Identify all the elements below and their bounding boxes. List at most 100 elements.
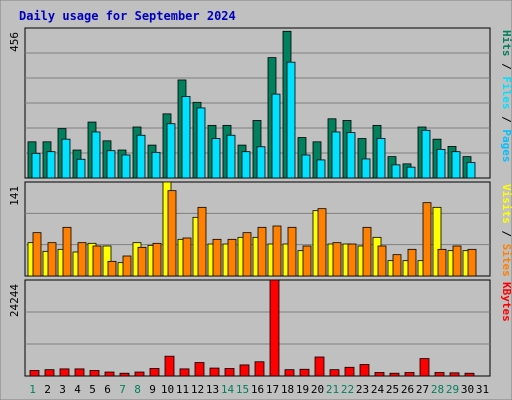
bar-files-day-20 [316,159,326,179]
x-tick-label: 15 [236,383,249,396]
bar-files-day-17 [271,93,281,179]
y-max-label: 141 [8,186,21,206]
bar-kbytes-day-12 [194,362,205,377]
bar-files-day-5 [91,131,101,179]
x-tick-label: 19 [296,383,309,396]
bar-kbytes-day-17 [269,279,280,377]
bar-sites-day-10 [167,190,177,277]
legend-visits_sites: Visits / Sites [500,184,512,277]
legend-item-sites: Sites [500,244,512,277]
chart-title: Daily usage for September 2024 [19,9,236,23]
bar-sites-day-11 [182,237,192,277]
bar-kbytes-day-22 [344,366,355,377]
x-tick-label: 10 [161,383,174,396]
legend-item-files: Files [500,76,512,109]
bar-sites-day-30 [467,248,477,277]
bar-files-day-9 [151,151,161,179]
bar-sites-day-15 [242,232,252,277]
bar-kbytes-day-8 [134,371,145,377]
bar-files-day-18 [286,61,296,179]
bar-files-day-24 [376,138,386,179]
bar-kbytes-day-16 [254,361,265,377]
bar-sites-day-23 [362,226,372,277]
bar-kbytes-day-2 [44,369,55,377]
bar-sites-day-3 [62,226,72,277]
bar-files-day-13 [211,138,221,179]
bar-sites-day-14 [227,238,237,277]
bar-files-day-15 [241,151,251,179]
bar-sites-day-4 [77,242,87,277]
bar-sites-day-20 [317,208,327,277]
bar-sites-day-9 [152,242,162,277]
plot-area [24,279,491,377]
bar-kbytes-day-13 [209,367,220,377]
x-tick-label: 22 [341,383,354,396]
x-tick-label: 30 [461,383,474,396]
bar-sites-day-6 [107,260,117,277]
bar-files-day-29 [451,151,461,179]
bar-sites-day-28 [437,248,447,277]
bar-files-day-26 [406,166,416,179]
x-tick-label: 7 [119,383,126,396]
panel-hits_pages: 456 Hits / Files / Pages [8,27,512,179]
x-tick-label: 14 [221,383,235,396]
legend-separator: / [500,224,512,244]
x-tick-label: 1 [29,383,36,396]
bar-kbytes-day-14 [224,368,235,377]
bar-kbytes-day-3 [59,368,70,377]
bar-kbytes-day-4 [74,368,85,377]
bar-files-day-21 [331,131,341,179]
bar-files-day-23 [361,158,371,179]
bar-files-day-16 [256,146,266,179]
bar-sites-day-26 [407,248,417,277]
x-tick-label: 17 [266,383,279,396]
x-tick-label: 27 [416,383,429,396]
bar-kbytes-day-27 [419,358,430,377]
x-tick-label: 26 [401,383,414,396]
bar-files-day-30 [466,162,476,179]
bar-files-day-25 [391,164,401,179]
bar-files-day-11 [181,96,191,179]
bar-files-day-14 [226,134,236,179]
x-tick-label: 2 [44,383,51,396]
bar-sites-day-24 [377,245,387,277]
bar-sites-day-25 [392,254,402,277]
x-tick-label: 6 [104,383,111,396]
bar-kbytes-day-19 [299,368,310,377]
x-tick-label: 18 [281,383,294,396]
x-tick-label: 25 [386,383,399,396]
bar-sites-day-17 [272,225,282,277]
x-tick-label: 3 [59,383,66,396]
bar-kbytes-day-15 [239,364,250,377]
bar-kbytes-day-10 [164,355,175,377]
bar-sites-day-22 [347,243,357,277]
bar-kbytes-day-18 [284,369,295,377]
bar-kbytes-day-9 [149,368,160,377]
bar-kbytes-day-29 [449,372,460,377]
y-max-label: 456 [8,32,21,52]
bar-kbytes-day-6 [104,371,115,377]
bar-kbytes-day-20 [314,356,325,377]
legend-item-kbytes: KBytes [500,282,512,322]
x-tick-label: 8 [134,383,141,396]
bar-files-day-3 [61,138,71,179]
bar-sites-day-27 [422,202,432,277]
bar-files-day-28 [436,148,446,179]
bar-files-day-8 [136,134,146,179]
legend-item-visits: Visits [500,184,512,224]
x-tick-label: 31 [476,383,489,396]
bar-sites-day-16 [257,226,267,277]
x-tick-label: 4 [74,383,81,396]
x-tick-label: 9 [149,383,156,396]
bar-kbytes-day-21 [329,369,340,377]
bar-files-day-7 [121,154,131,179]
panel-visits_sites: 141 Visits / Sites [8,181,512,277]
bar-files-day-6 [106,150,116,179]
x-tick-label: 24 [371,383,385,396]
bar-sites-day-18 [287,226,297,277]
bar-files-day-4 [76,158,86,179]
bar-files-day-19 [301,154,311,179]
legend-item-hits: Hits [500,30,512,57]
bar-kbytes-day-30 [464,372,475,377]
